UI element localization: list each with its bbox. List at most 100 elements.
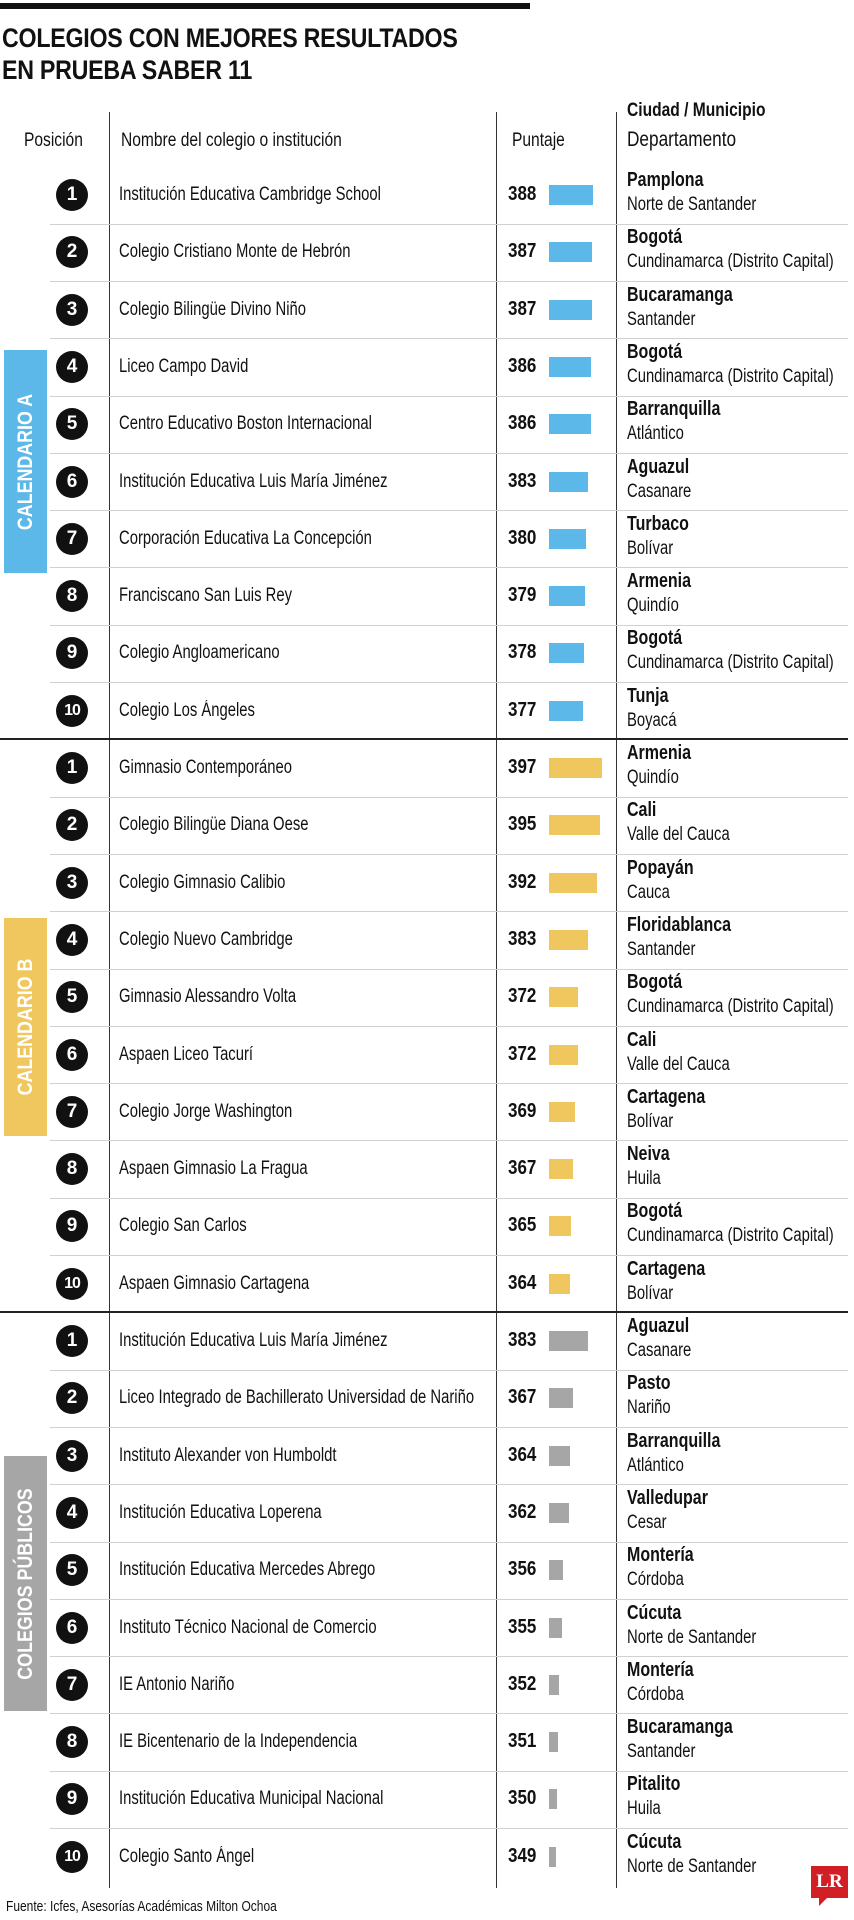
- department-name: Norte de Santander: [627, 1855, 757, 1877]
- school-name: IE Antonio Nariño: [119, 1673, 235, 1695]
- city-name: Barranquilla: [627, 398, 721, 421]
- group-label-2: CALENDARIO B: [4, 918, 47, 1136]
- city-name: Bucaramanga: [627, 283, 733, 306]
- score-bar: [549, 1560, 563, 1581]
- city-name: Popayán: [627, 856, 694, 879]
- position-badge: 5: [56, 408, 88, 441]
- department-name: Bolívar: [627, 1110, 674, 1132]
- source-note: Fuente: Icfes, Asesorías Académicas Milt…: [6, 1898, 277, 1915]
- school-name: Institución Educativa Loperena: [119, 1501, 322, 1523]
- department-name: Nariño: [627, 1397, 671, 1419]
- chart-title-line-2: EN PRUEBA SABER 11: [2, 55, 252, 85]
- school-name: Institución Educativa Luis María Jiménez: [119, 1330, 388, 1351]
- department-name: Quindío: [627, 595, 679, 617]
- position-badge: 9: [56, 637, 88, 670]
- score-bar: [549, 414, 592, 435]
- department-name: Cesar: [627, 1511, 667, 1533]
- score-value: 372: [508, 985, 537, 1008]
- row-divider: [50, 1370, 848, 1371]
- column-divider: [109, 112, 110, 1888]
- position-badge: 1: [56, 752, 88, 784]
- department-name: Atlántico: [627, 423, 684, 445]
- department-name: Bolívar: [627, 1282, 674, 1304]
- score-value: 387: [508, 297, 537, 320]
- position-badge: 4: [56, 350, 88, 383]
- position-badge: 4: [56, 923, 88, 956]
- score-value: 386: [508, 412, 537, 435]
- row-divider: [50, 1083, 848, 1084]
- row-divider: [50, 338, 848, 339]
- school-name: Aspaen Gimnasio La Fragua: [119, 1158, 308, 1180]
- score-value: 377: [508, 698, 537, 721]
- score-value: 379: [508, 584, 537, 607]
- city-name: Cali: [627, 1028, 657, 1051]
- position-badge: 6: [56, 1038, 88, 1071]
- city-name: Aguazul: [627, 1315, 690, 1337]
- row-divider: [50, 1140, 848, 1141]
- chart-title-line-1: COLEGIOS CON MEJORES RESULTADOS: [2, 23, 458, 53]
- department-name: Quindío: [627, 767, 679, 788]
- row-divider: [50, 1427, 848, 1428]
- city-name: Barranquilla: [627, 1429, 721, 1452]
- city-name: Cartagena: [627, 1085, 706, 1108]
- position-badge: 10: [56, 694, 88, 727]
- score-bar: [549, 1502, 569, 1523]
- department-name: Atlántico: [627, 1454, 684, 1476]
- department-name: Cundinamarca (Distrito Capital): [627, 1225, 834, 1247]
- header-department: Departamento: [627, 128, 737, 151]
- city-name: Neiva: [627, 1143, 670, 1166]
- position-badge: 6: [56, 465, 88, 498]
- score-bar: [549, 1388, 574, 1409]
- city-name: Tunja: [627, 684, 669, 707]
- department-name: Valle del Cauca: [627, 824, 730, 846]
- school-name: Colegio Angloamericano: [119, 642, 280, 664]
- score-value: 367: [508, 1386, 537, 1409]
- position-badge: 8: [56, 1726, 88, 1759]
- score-bar: [549, 643, 584, 664]
- school-name: Instituto Técnico Nacional de Comercio: [119, 1616, 377, 1638]
- position-badge: 7: [56, 522, 88, 555]
- school-name: Instituto Alexander von Humboldt: [119, 1444, 337, 1466]
- row-divider: [50, 1198, 848, 1199]
- city-name: Bucaramanga: [627, 1716, 733, 1739]
- position-badge: 3: [56, 1439, 88, 1472]
- lr-logo: LR: [811, 1866, 848, 1906]
- school-name: Institución Educativa Mercedes Abrego: [119, 1559, 376, 1581]
- score-bar: [549, 185, 594, 205]
- city-name: Aguazul: [627, 455, 690, 478]
- position-badge: 5: [56, 981, 88, 1014]
- school-name: Corporación Educativa La Concepción: [119, 527, 372, 549]
- score-bar: [549, 1789, 558, 1810]
- row-divider: [50, 1542, 848, 1543]
- city-name: Bogotá: [627, 340, 683, 363]
- school-name: Colegio San Carlos: [119, 1215, 247, 1237]
- row-divider: [50, 1828, 848, 1829]
- score-bar: [549, 1101, 576, 1122]
- score-bar: [549, 242, 593, 263]
- department-name: Santander: [627, 308, 696, 330]
- department-name: Santander: [627, 1741, 696, 1763]
- score-value: 386: [508, 354, 537, 377]
- position-badge: 9: [56, 1210, 88, 1243]
- row-divider: [50, 1484, 848, 1485]
- score-bar: [549, 815, 600, 836]
- score-value: 351: [508, 1730, 537, 1753]
- row-divider: [50, 1771, 848, 1772]
- position-badge: 3: [56, 293, 88, 326]
- group-divider: [0, 738, 848, 740]
- city-name: Pamplona: [627, 169, 704, 191]
- school-name: Colegio Cristiano Monte de Hebrón: [119, 241, 351, 263]
- score-value: 378: [508, 641, 537, 664]
- school-name: IE Bicentenario de la Independencia: [119, 1731, 358, 1753]
- score-value: 364: [508, 1271, 537, 1294]
- row-divider: [50, 453, 848, 454]
- score-value: 395: [508, 813, 537, 836]
- score-bar: [549, 1445, 571, 1466]
- score-value: 362: [508, 1500, 537, 1523]
- city-name: Bogotá: [627, 971, 683, 994]
- city-name: Bogotá: [627, 1200, 683, 1223]
- city-name: Valledupar: [627, 1486, 708, 1509]
- city-name: Bogotá: [627, 226, 683, 249]
- group-label-3: COLEGIOS PÚBLICOS: [4, 1456, 47, 1711]
- position-badge: 5: [56, 1554, 88, 1587]
